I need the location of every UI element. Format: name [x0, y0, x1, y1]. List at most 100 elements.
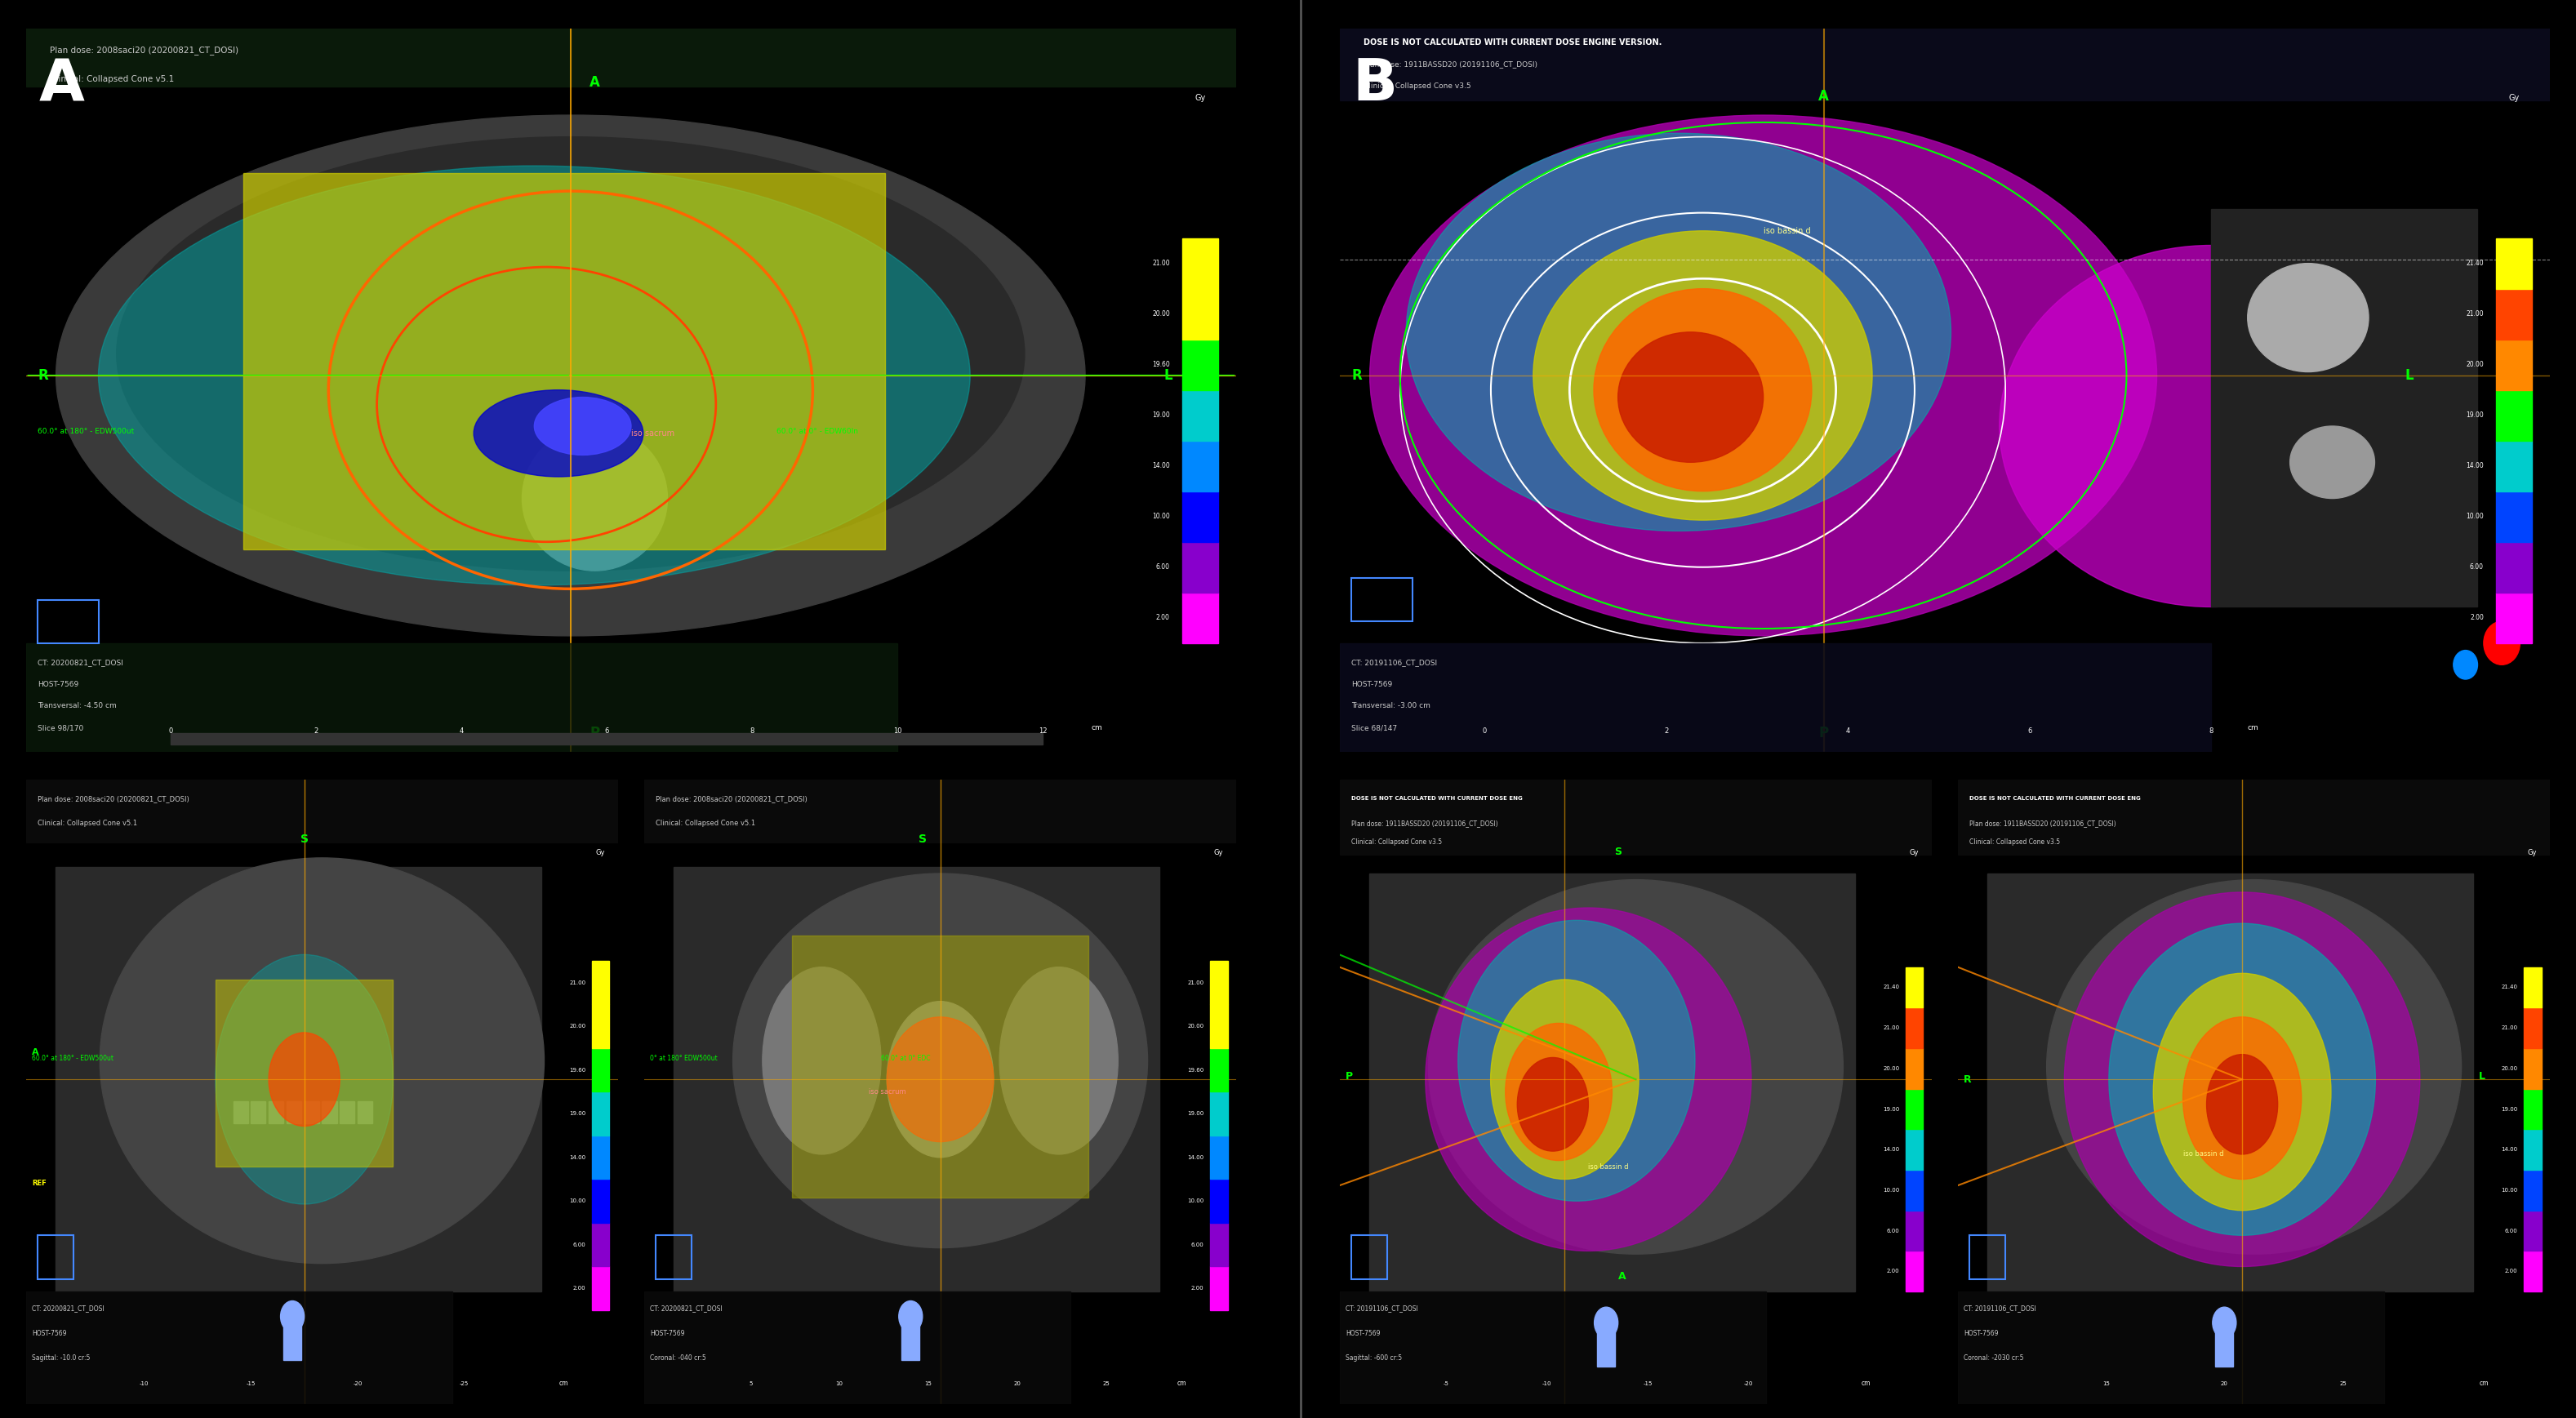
- Ellipse shape: [533, 397, 631, 455]
- Text: 8: 8: [2210, 727, 2213, 735]
- Text: 5: 5: [750, 1381, 752, 1385]
- Bar: [1182, 593, 1218, 644]
- Text: 14.00: 14.00: [1188, 1154, 1203, 1160]
- Ellipse shape: [1533, 231, 1873, 520]
- Text: 60.0° at 180° - EDW500ut: 60.0° at 180° - EDW500ut: [39, 428, 134, 435]
- Text: Clinical: Collapsed Cone v5.1: Clinical: Collapsed Cone v5.1: [657, 820, 755, 827]
- Bar: [304, 1102, 319, 1123]
- Bar: [1211, 1004, 1229, 1048]
- Text: 21.00: 21.00: [569, 980, 585, 986]
- Text: 10.00: 10.00: [1188, 1198, 1203, 1204]
- Ellipse shape: [2182, 1017, 2300, 1180]
- Bar: [2496, 390, 2532, 441]
- Text: 19.00: 19.00: [569, 1112, 585, 1116]
- Text: S: S: [1615, 847, 1623, 858]
- Ellipse shape: [1425, 908, 1752, 1251]
- Text: Gy: Gy: [1213, 849, 1224, 856]
- Text: HOST-7569: HOST-7569: [1963, 1330, 1999, 1337]
- Ellipse shape: [281, 1300, 304, 1332]
- Ellipse shape: [2213, 1307, 2236, 1339]
- Bar: [1958, 780, 2550, 855]
- Ellipse shape: [100, 858, 544, 1263]
- Text: HOST-7569: HOST-7569: [1345, 1330, 1381, 1337]
- Text: -20: -20: [353, 1381, 363, 1385]
- Bar: [2210, 208, 2478, 607]
- Bar: [1211, 1180, 1229, 1222]
- Bar: [2524, 1211, 2543, 1251]
- Bar: [902, 1323, 920, 1360]
- Ellipse shape: [268, 1032, 340, 1126]
- Text: 2: 2: [1664, 727, 1669, 735]
- Text: DOSE IS NOT CALCULATED WITH CURRENT DOSE ENGINE VERSION.: DOSE IS NOT CALCULATED WITH CURRENT DOSE…: [1363, 38, 1662, 47]
- Text: A: A: [590, 75, 600, 89]
- Text: CT: 20191106_CT_DOSI: CT: 20191106_CT_DOSI: [1963, 1305, 2035, 1312]
- Text: 6: 6: [605, 727, 608, 735]
- Bar: [2524, 1170, 2543, 1211]
- Bar: [2496, 593, 2532, 644]
- Bar: [1182, 390, 1218, 441]
- Text: 25: 25: [2339, 1381, 2347, 1385]
- Bar: [1182, 491, 1218, 542]
- Text: CT: 20191106_CT_DOSI: CT: 20191106_CT_DOSI: [1352, 659, 1437, 666]
- Ellipse shape: [1458, 920, 1695, 1201]
- Bar: [2496, 441, 2532, 491]
- Text: 25: 25: [1103, 1381, 1110, 1385]
- Text: 19.00: 19.00: [2501, 1106, 2517, 1112]
- Text: 19.60: 19.60: [1188, 1068, 1203, 1072]
- Bar: [2524, 1048, 2543, 1089]
- Bar: [793, 936, 1087, 1198]
- Text: 20: 20: [1012, 1381, 1020, 1385]
- Text: Coronal: -040 cr:5: Coronal: -040 cr:5: [649, 1354, 706, 1361]
- Bar: [1906, 1170, 1924, 1211]
- Text: DOSE IS NOT CALCULATED WITH CURRENT DOSE ENG: DOSE IS NOT CALCULATED WITH CURRENT DOSE…: [1971, 795, 2141, 801]
- Bar: [657, 1235, 690, 1279]
- Text: A: A: [1819, 89, 1829, 104]
- Ellipse shape: [1370, 115, 2156, 635]
- Ellipse shape: [1595, 1307, 1618, 1339]
- Text: 4: 4: [459, 727, 464, 735]
- Text: -5: -5: [1443, 1381, 1448, 1385]
- Bar: [39, 600, 98, 644]
- Text: 20.00: 20.00: [1883, 1066, 1899, 1071]
- Text: CT: 20200821_CT_DOSI: CT: 20200821_CT_DOSI: [39, 659, 124, 666]
- Text: P: P: [1345, 1071, 1352, 1082]
- Text: 0: 0: [170, 727, 173, 735]
- Bar: [1989, 873, 2473, 1292]
- Ellipse shape: [1492, 980, 1638, 1180]
- Text: 60.0° at 0° - EDW60In: 60.0° at 0° - EDW60In: [775, 428, 858, 435]
- Text: 2.00: 2.00: [1190, 1286, 1203, 1290]
- Text: Slice 68/147: Slice 68/147: [1352, 725, 1396, 732]
- Text: 21.00: 21.00: [1188, 980, 1203, 986]
- Bar: [1906, 967, 1924, 1008]
- Text: -10: -10: [139, 1381, 149, 1385]
- Bar: [2524, 967, 2543, 1008]
- Text: Sagittal: -10.0 cr:5: Sagittal: -10.0 cr:5: [31, 1354, 90, 1361]
- Bar: [1352, 579, 1412, 621]
- Text: 21.40: 21.40: [2465, 259, 2483, 267]
- Text: R: R: [39, 369, 49, 383]
- Text: 20.00: 20.00: [1151, 311, 1170, 318]
- Ellipse shape: [1595, 289, 1811, 491]
- Bar: [1182, 441, 1218, 491]
- Text: 60.0° at 0° EDC: 60.0° at 0° EDC: [881, 1055, 930, 1062]
- Ellipse shape: [2048, 879, 2463, 1254]
- Ellipse shape: [762, 967, 881, 1154]
- Bar: [1340, 1292, 1767, 1404]
- Text: A: A: [39, 57, 85, 113]
- Bar: [170, 733, 1043, 744]
- Text: 6.00: 6.00: [2504, 1228, 2517, 1234]
- Text: HOST-7569: HOST-7569: [1352, 681, 1394, 688]
- Bar: [26, 644, 896, 752]
- Text: Transversal: -3.00 cm: Transversal: -3.00 cm: [1352, 702, 1430, 710]
- Bar: [2496, 491, 2532, 542]
- Text: 20: 20: [2221, 1381, 2228, 1385]
- Ellipse shape: [2063, 892, 2419, 1266]
- Text: L: L: [1164, 369, 1172, 383]
- Text: iso bassin d: iso bassin d: [1589, 1163, 1628, 1170]
- Text: Coronal: -2030 cr:5: Coronal: -2030 cr:5: [1963, 1354, 2025, 1361]
- Bar: [592, 1180, 611, 1222]
- Bar: [675, 868, 1159, 1292]
- Bar: [1958, 1292, 2385, 1404]
- Text: HOST-7569: HOST-7569: [39, 681, 80, 688]
- Bar: [358, 1102, 374, 1123]
